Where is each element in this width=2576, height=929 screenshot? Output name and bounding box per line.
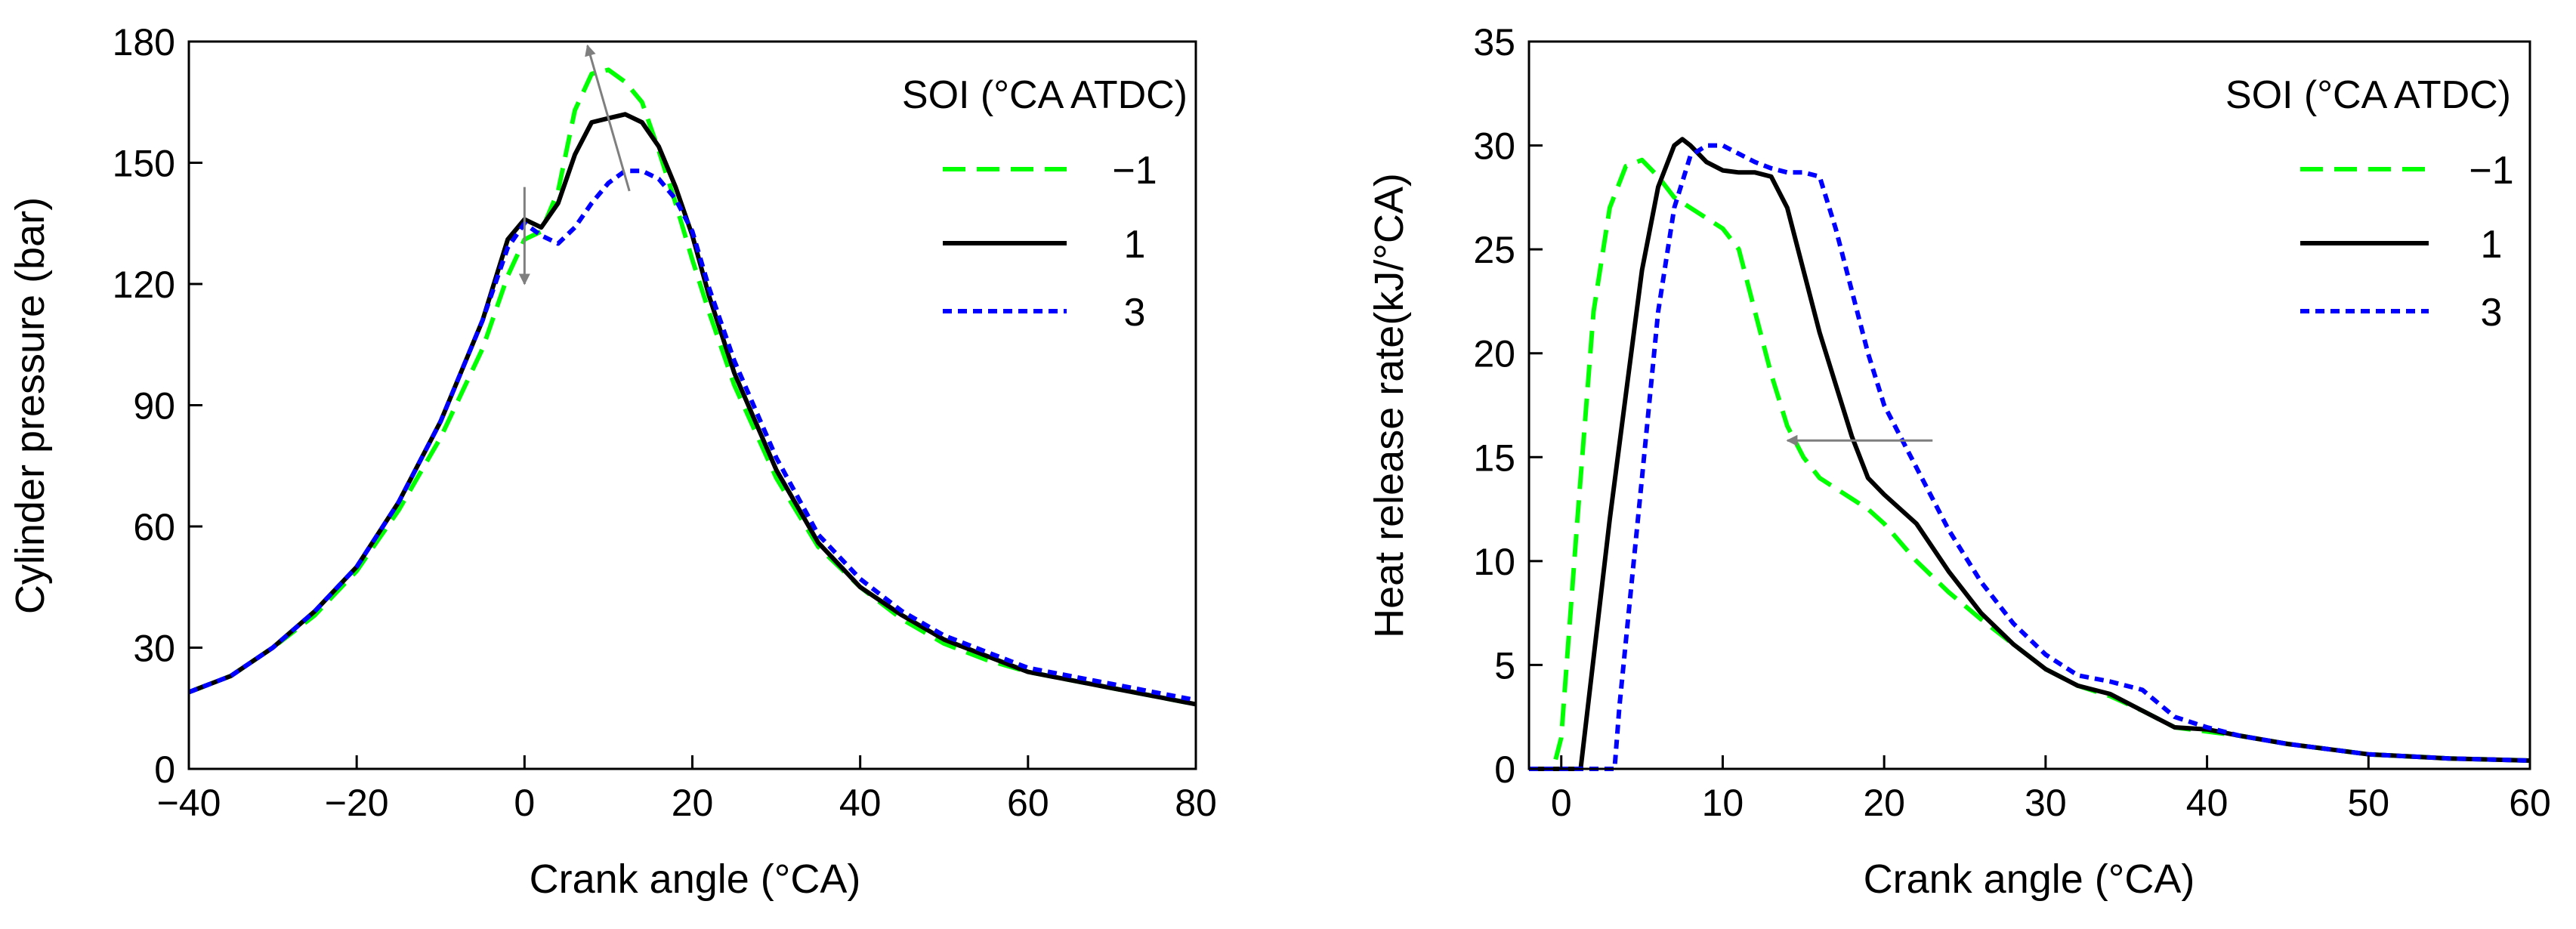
heat-release-x-axis-label: Crank angle (°CA) [1864, 856, 2195, 902]
heat-release-y-tick-label: 5 [1494, 644, 1515, 687]
heat-release-legend: SOI (°CA ATDC) −1 1 3 [2225, 73, 2514, 335]
pressure-x-tick-label: −40 [157, 782, 221, 824]
heat-release-plot-frame [1527, 40, 2531, 770]
pressure-y-tick-label: 120 [113, 264, 175, 306]
heat-release-y-tick-label: 25 [1473, 229, 1515, 271]
heat-release-ticks-layer: 0 10 20 30 40 50 60 0 5 10 15 20 25 30 35 [1473, 21, 2550, 824]
pressure-series-line-minus1 [187, 67, 1197, 707]
pressure-x-axis-label: Crank angle (°CA) [530, 856, 861, 902]
heat-release-series-line-minus1 [1529, 157, 2531, 771]
pressure-y-tick-label: 180 [113, 21, 175, 63]
pressure-y-tick-label: 60 [133, 506, 175, 548]
pressure-y-tick-label: 90 [133, 385, 175, 427]
heat-release-legend-title: SOI (°CA ATDC) [2225, 73, 2511, 117]
pressure-plot-frame [187, 40, 1197, 770]
heat-release-y-tick-label: 30 [1473, 125, 1515, 168]
pressure-y-tick-label: 150 [113, 143, 175, 185]
pressure-annotation-arrow-2 [585, 44, 631, 192]
heat-release-chart-panel: 0 10 20 30 40 50 60 0 5 10 15 20 25 30 35 Crank angle … [1367, 21, 2551, 902]
heat-release-x-tick-label: 0 [1551, 782, 1572, 824]
pressure-legend-title: SOI (°CA ATDC) [902, 73, 1188, 117]
pressure-y-axis-label: Cylinder pressure (bar) [8, 197, 53, 614]
heat-release-x-tick-label: 30 [2025, 782, 2067, 824]
pressure-y-tick-label: 0 [154, 748, 175, 791]
heat-release-legend-label-minus1: −1 [2469, 149, 2513, 193]
pressure-x-tick-label: 0 [514, 782, 535, 824]
pressure-ticks-layer: −40 −20 0 20 40 60 80 0 30 60 90 120 150 180 [113, 21, 1217, 824]
pressure-annotation-layer [518, 44, 631, 285]
heat-release-y-tick-label: 0 [1494, 748, 1515, 791]
pressure-legend-label-3: 3 [1124, 291, 1146, 335]
pressure-x-tick-label: 20 [672, 782, 714, 824]
pressure-x-tick-label: 60 [1007, 782, 1049, 824]
heat-release-y-tick-label: 10 [1473, 541, 1515, 583]
pressure-legend-label-minus1: −1 [1112, 149, 1157, 193]
pressure-series-line-1 [187, 112, 1197, 707]
heat-release-y-tick-label: 20 [1473, 333, 1515, 375]
heat-release-legend-label-1: 1 [2481, 223, 2503, 267]
pressure-x-tick-label: −20 [325, 782, 389, 824]
heat-release-x-tick-label: 50 [2347, 782, 2389, 824]
heat-release-series-line-3 [1529, 143, 2531, 771]
heat-release-x-tick-label: 40 [2186, 782, 2229, 824]
heat-release-legend-label-3: 3 [2481, 291, 2503, 335]
pressure-x-tick-label: 80 [1175, 782, 1217, 824]
pressure-series-layer [187, 67, 1197, 707]
heat-release-y-tick-label: 15 [1473, 437, 1515, 479]
heat-release-series-layer [1529, 137, 2531, 771]
heat-release-x-tick-label: 20 [1863, 782, 1905, 824]
heat-release-y-tick-label: 35 [1473, 21, 1515, 63]
pressure-y-tick-label: 30 [133, 628, 175, 670]
heat-release-x-tick-label: 10 [1702, 782, 1744, 824]
pressure-series-line-3 [187, 168, 1197, 702]
pressure-chart-panel: −40 −20 0 20 40 60 80 0 30 60 90 120 150 180 Crank an… [8, 21, 1217, 902]
pressure-legend-label-1: 1 [1124, 223, 1146, 267]
heat-release-x-tick-label: 60 [2509, 782, 2551, 824]
pressure-legend: SOI (°CA ATDC) −1 1 3 [902, 73, 1188, 335]
pressure-x-tick-label: 40 [839, 782, 882, 824]
heat-release-y-axis-label: Heat release rate(kJ/°CA) [1367, 173, 1412, 638]
heat-release-series-line-1 [1529, 137, 2531, 771]
